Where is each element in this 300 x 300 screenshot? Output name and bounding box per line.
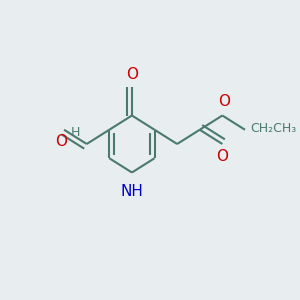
Text: O: O (218, 94, 230, 109)
Text: CH₂CH₃: CH₂CH₃ (250, 122, 296, 135)
Text: O: O (126, 67, 138, 82)
Text: NH: NH (121, 184, 143, 199)
Text: O: O (216, 149, 228, 164)
Text: O: O (55, 134, 67, 149)
Text: H: H (70, 126, 80, 139)
